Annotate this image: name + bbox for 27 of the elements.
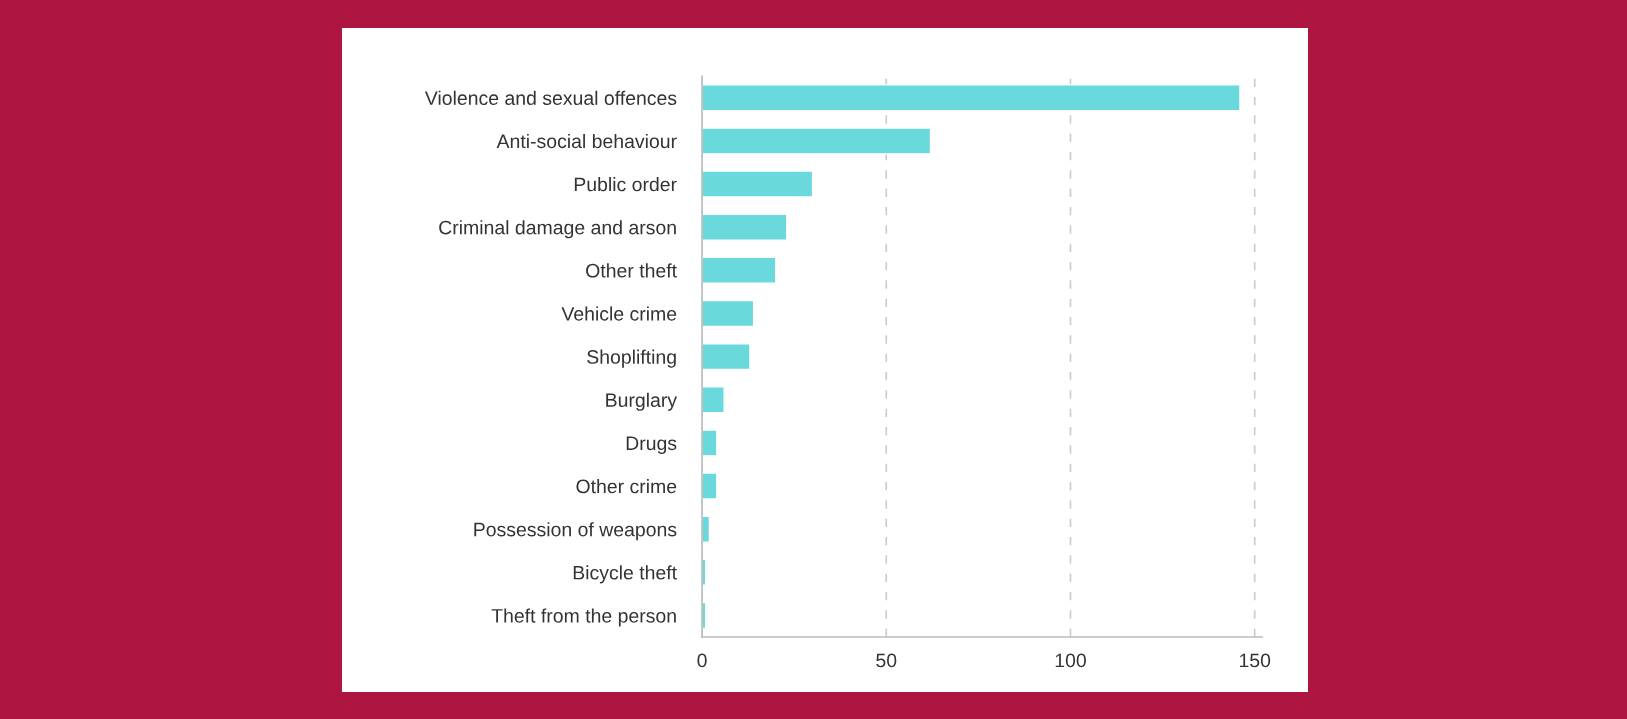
y-tick-label: Possession of weapons xyxy=(474,522,677,541)
bar xyxy=(702,429,718,457)
bar xyxy=(702,213,788,241)
x-tick-label: 50 xyxy=(876,653,897,668)
x-tick-label: 150 xyxy=(1239,653,1271,668)
bar xyxy=(702,127,932,155)
y-tick-label: Other crime xyxy=(576,479,677,494)
bar xyxy=(702,256,777,284)
y-tick-label: Criminal damage and arson xyxy=(439,220,676,239)
x-tick-label: 0 xyxy=(697,653,707,668)
y-tick-label: Bicycle theft xyxy=(573,565,677,584)
y-tick-label: Drugs xyxy=(626,436,677,454)
bar xyxy=(702,342,751,371)
y-tick-label: Burglary xyxy=(606,392,678,411)
y-tick-label: Vehicle crime xyxy=(561,306,677,321)
y-tick-label: Public order xyxy=(574,177,677,192)
bar xyxy=(702,84,1241,112)
bar xyxy=(702,170,814,198)
y-tick-label: Violence and sexual offences xyxy=(424,90,677,106)
y-tick-label: Theft from the person xyxy=(491,608,676,627)
bar xyxy=(702,472,718,500)
x-tick-label: 100 xyxy=(1055,653,1086,668)
bar xyxy=(702,386,725,414)
bar xyxy=(702,299,755,328)
y-tick-label: Shoplifting xyxy=(587,349,676,368)
y-tick-label: Other theft xyxy=(586,263,677,278)
y-tick-label: Anti-social behaviour xyxy=(496,133,677,149)
